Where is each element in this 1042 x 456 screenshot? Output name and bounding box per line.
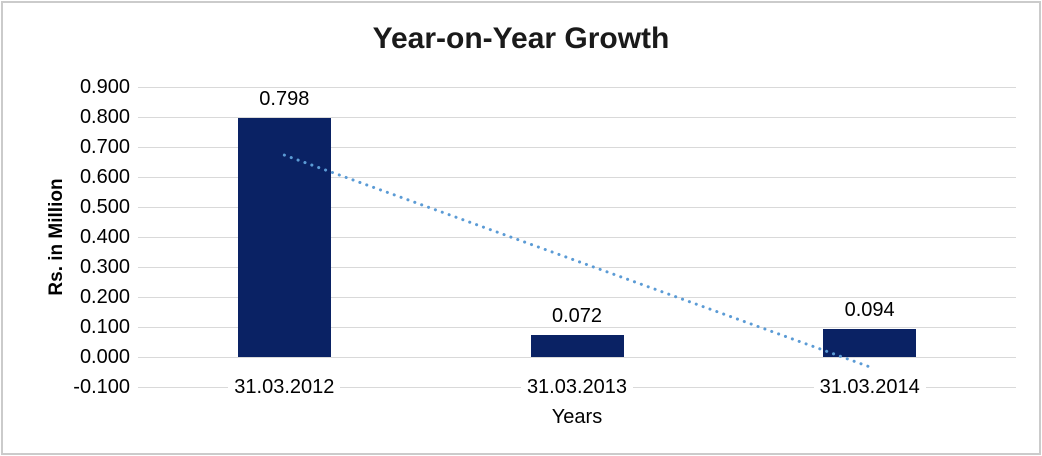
y-tick-label: 0.500 <box>79 196 130 218</box>
y-tick-label: 0.800 <box>79 106 130 128</box>
y-tick-label: 0.200 <box>79 286 130 308</box>
x-category-label: 31.03.2012 <box>228 375 341 399</box>
gridline <box>138 357 1016 358</box>
y-tick-label: 0.600 <box>79 166 130 188</box>
y-tick-label: 0.900 <box>79 76 130 98</box>
bar <box>530 335 624 357</box>
y-axis-title: Rs. in Million <box>46 178 67 296</box>
gridline <box>138 147 1016 148</box>
bar <box>237 117 331 357</box>
x-category-label: 31.03.2014 <box>813 375 926 399</box>
bar <box>823 328 917 357</box>
gridline <box>138 117 1016 118</box>
chart-title: Year-on-Year Growth <box>372 22 670 55</box>
bar-value-label: 0.072 <box>551 305 603 328</box>
y-tick-label: 0.400 <box>79 226 130 248</box>
y-tick-label: 0.100 <box>79 316 130 338</box>
bar-value-label: 0.094 <box>844 298 895 321</box>
y-tick-label: 0.300 <box>79 256 130 278</box>
y-tick-label: 0.700 <box>79 136 130 158</box>
gridline <box>138 87 1016 88</box>
y-tick-label: 0.000 <box>79 346 130 368</box>
y-tick-label: -0.100 <box>73 376 130 398</box>
bar-value-label: 0.798 <box>259 87 310 110</box>
x-category-label: 31.03.2013 <box>521 375 633 399</box>
x-axis-title: Years <box>551 406 603 428</box>
